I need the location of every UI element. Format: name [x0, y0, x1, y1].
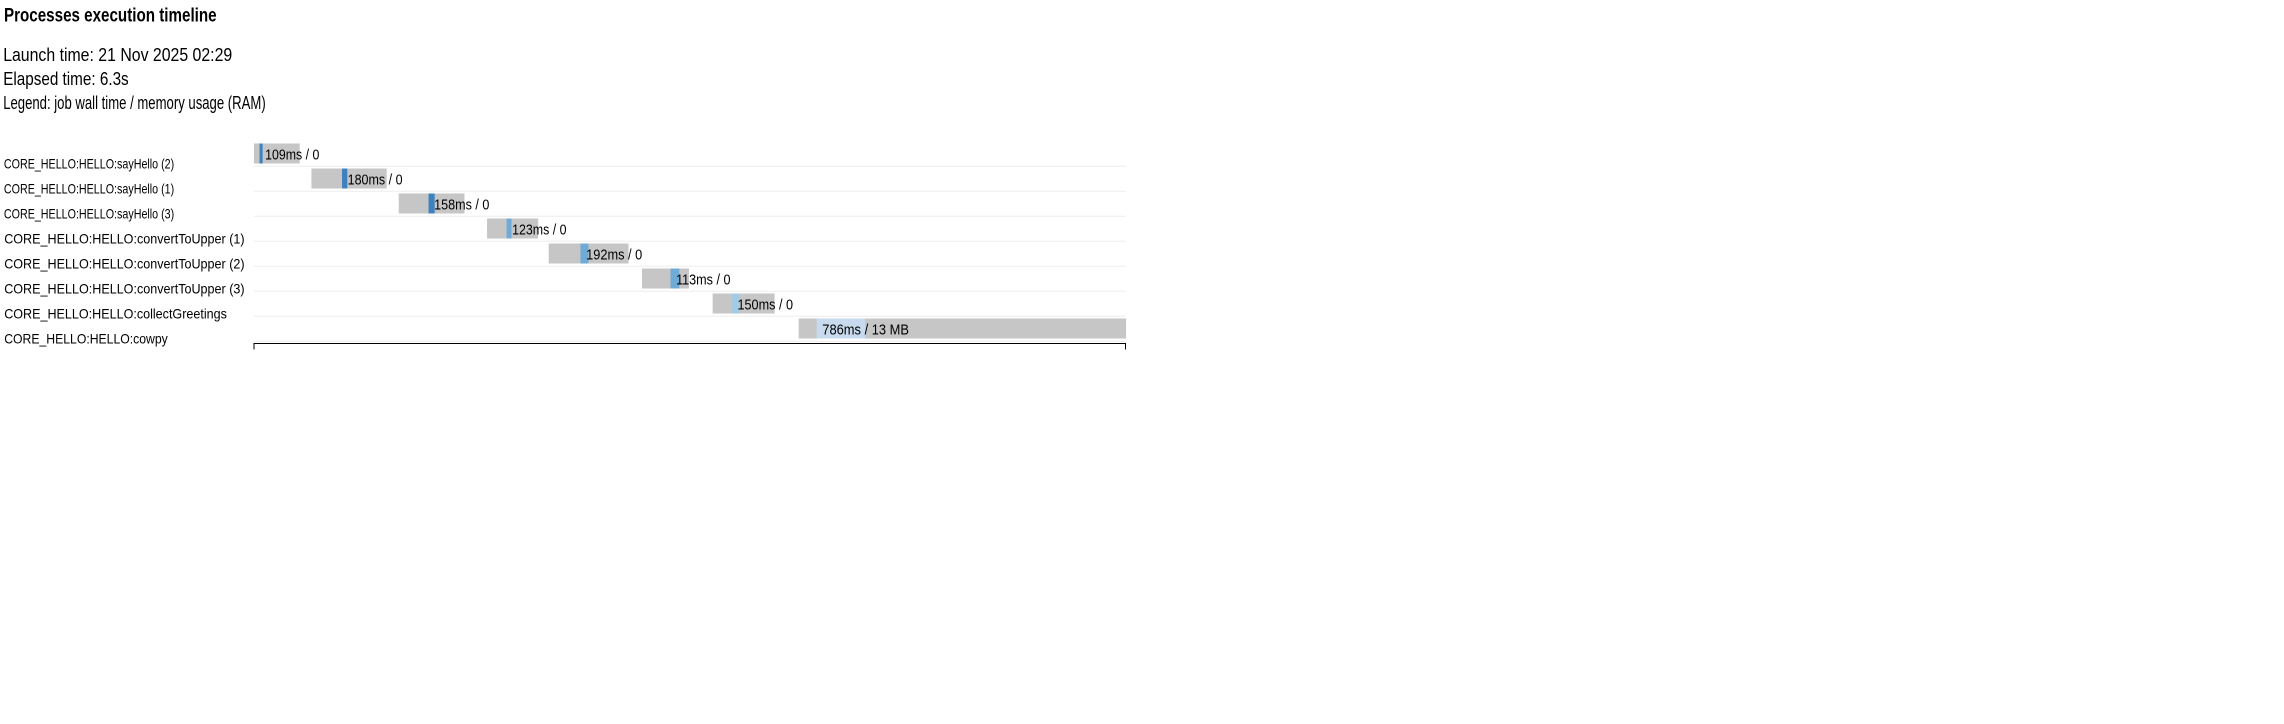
- svg-text:CORE_HELLO:HELLO:sayHello (2): CORE_HELLO:HELLO:sayHello (2): [4, 155, 174, 171]
- svg-text:Legend: job wall time / memory: Legend: job wall time / memory usage (RA…: [3, 93, 266, 113]
- svg-text:786ms / 13 MB: 786ms / 13 MB: [822, 322, 909, 338]
- svg-text:192ms / 0: 192ms / 0: [586, 247, 642, 263]
- svg-text:123ms / 0: 123ms / 0: [512, 222, 566, 238]
- svg-text:Elapsed time: 6.3s: Elapsed time: 6.3s: [3, 69, 129, 89]
- svg-text:CORE_HELLO:HELLO:convertToUppe: CORE_HELLO:HELLO:convertToUpper (3): [4, 280, 244, 296]
- svg-text:Launch time: 21 Nov 2025 02:29: Launch time: 21 Nov 2025 02:29: [3, 45, 232, 65]
- svg-text:113ms / 0: 113ms / 0: [676, 272, 730, 288]
- svg-text:109ms / 0: 109ms / 0: [265, 147, 319, 163]
- svg-text:Processes execution timeline: Processes execution timeline: [4, 5, 217, 27]
- svg-text:180ms / 0: 180ms / 0: [348, 172, 403, 188]
- svg-text:150ms / 0: 150ms / 0: [738, 297, 794, 313]
- svg-text:CORE_HELLO:HELLO:sayHello (1): CORE_HELLO:HELLO:sayHello (1): [4, 180, 174, 196]
- svg-text:158ms / 0: 158ms / 0: [434, 197, 489, 213]
- svg-text:CORE_HELLO:HELLO:convertToUppe: CORE_HELLO:HELLO:convertToUpper (1): [4, 230, 244, 246]
- svg-text:CORE_HELLO:HELLO:convertToUppe: CORE_HELLO:HELLO:convertToUpper (2): [4, 255, 244, 271]
- svg-text:CORE_HELLO:HELLO:cowpy: CORE_HELLO:HELLO:cowpy: [4, 330, 168, 346]
- svg-text:CORE_HELLO:HELLO:sayHello (3): CORE_HELLO:HELLO:sayHello (3): [4, 205, 174, 221]
- svg-text:CORE_HELLO:HELLO:collectGreeti: CORE_HELLO:HELLO:collectGreetings: [4, 305, 227, 321]
